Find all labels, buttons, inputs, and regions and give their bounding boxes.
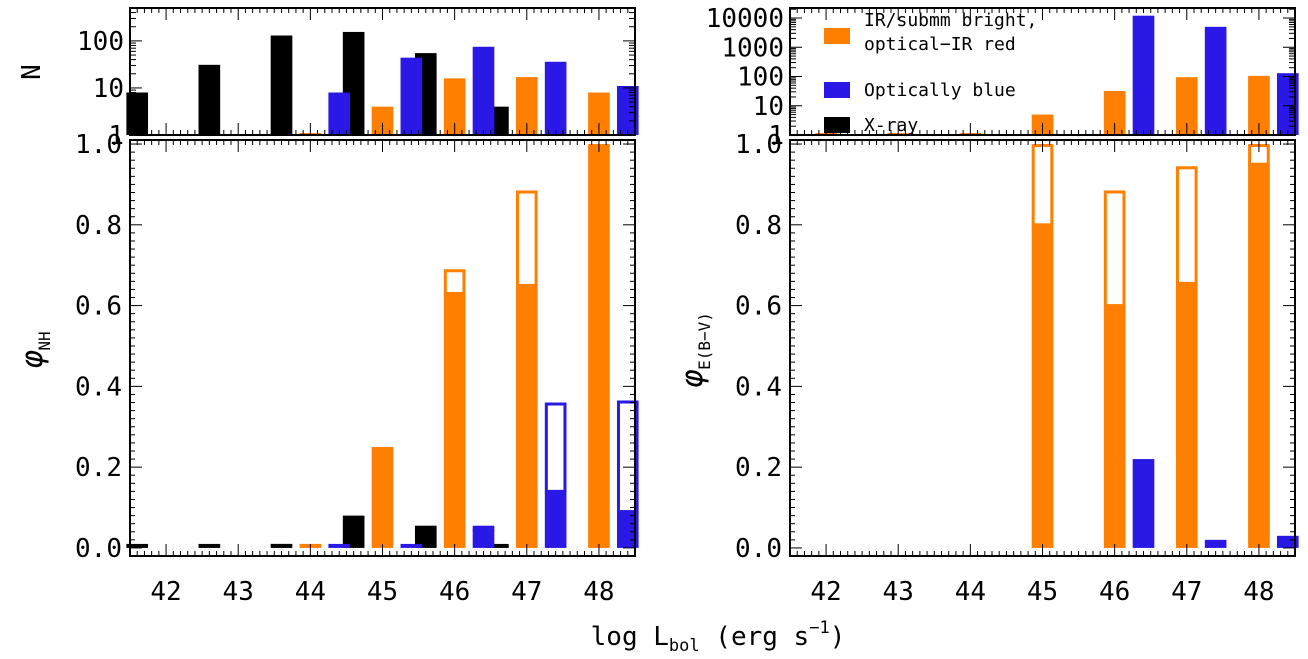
right-top-bar-blue bbox=[1204, 26, 1227, 135]
left-bottom-ytick-label: 0.6 bbox=[75, 292, 122, 322]
right-bottom-xtick-label: 42 bbox=[810, 577, 841, 607]
left-bottom-bar-blue bbox=[472, 529, 495, 548]
left-bottom-bar-black bbox=[487, 543, 509, 548]
legend-label-blue: Optically blue bbox=[864, 80, 1016, 101]
left-bottom-bar-blue bbox=[400, 543, 423, 548]
left-top-bar-blue bbox=[400, 57, 423, 135]
left-top-bar-orange bbox=[371, 106, 394, 135]
left-bottom-bar-black bbox=[414, 525, 437, 548]
right-top-ytick-label: 10000 bbox=[706, 4, 784, 34]
left-bottom-ytick-label: 0.8 bbox=[75, 211, 122, 241]
left-bottom-xtick-label: 48 bbox=[583, 577, 614, 607]
left-top-bar-blue bbox=[328, 92, 351, 135]
left-top-bar-orange bbox=[443, 78, 466, 135]
left-top-bar-black bbox=[126, 92, 149, 135]
left-bottom-xtick-label: 46 bbox=[439, 577, 470, 607]
left-top-ylabel: N bbox=[17, 64, 47, 80]
left-bottom-upper-limit-orange bbox=[443, 269, 466, 295]
right-bottom-bar-blue bbox=[1132, 459, 1155, 548]
right-top-ytick-label: 1 bbox=[768, 121, 784, 151]
right-bottom-xtick-label: 48 bbox=[1243, 577, 1274, 607]
left-bottom-bar-blue bbox=[544, 491, 567, 548]
left-bottom-ytick-label: 0.0 bbox=[75, 534, 122, 564]
legend-label-orange-line2: optical−IR red bbox=[864, 34, 1016, 55]
right-bottom-xtick-label: 46 bbox=[1099, 577, 1130, 607]
right-bottom-ytick-label: 0.2 bbox=[735, 453, 782, 483]
left-top-bar-blue bbox=[544, 61, 567, 135]
right-bottom-ytick-label: 1.0 bbox=[735, 130, 782, 160]
legend-label-orange: IR/submm bright, bbox=[864, 10, 1037, 31]
left-bottom-bar-black bbox=[342, 515, 365, 548]
left-top-ytick-label: 10 bbox=[93, 74, 124, 104]
left-bottom-bar-blue bbox=[616, 511, 639, 548]
right-top-bar-orange bbox=[1175, 77, 1198, 135]
left-bottom-xtick-label: 47 bbox=[511, 577, 542, 607]
right-bottom-upper-limit-orange bbox=[1103, 190, 1126, 308]
right-top-bar-orange bbox=[1248, 75, 1270, 135]
legend-label-black: X-ray bbox=[864, 115, 918, 136]
right-bottom-bar-orange bbox=[1248, 164, 1270, 548]
left-bottom-bar-black bbox=[270, 543, 293, 548]
left-bottom-upper-limit-blue bbox=[616, 400, 639, 514]
right-bottom-bar-orange bbox=[1103, 305, 1126, 548]
right-top-ytick-label: 100 bbox=[737, 63, 784, 93]
legend-swatch-orange bbox=[824, 28, 850, 44]
legend-swatch-black bbox=[824, 117, 850, 133]
left-bottom-xtick-label: 43 bbox=[223, 577, 254, 607]
right-bottom-bar-orange bbox=[1175, 283, 1198, 548]
left-top-bar-black bbox=[198, 64, 221, 135]
left-top-ytick-label: 1 bbox=[108, 121, 124, 151]
right-bottom-xtick-label: 47 bbox=[1171, 577, 1202, 607]
left-bottom-xtick-label: 44 bbox=[295, 577, 326, 607]
left-top-bar-black bbox=[270, 35, 293, 135]
left-bottom-xtick-label: 45 bbox=[367, 577, 398, 607]
left-bottom-xtick-label: 42 bbox=[150, 577, 181, 607]
right-bottom-ylabel: φE(B−V) bbox=[675, 312, 714, 388]
right-bottom-xtick-label: 44 bbox=[955, 577, 986, 607]
left-top-bar-blue bbox=[472, 46, 495, 136]
left-bottom-upper-limit-blue bbox=[544, 402, 567, 493]
left-bottom-bar-orange bbox=[371, 446, 394, 548]
left-bottom-upper-limit-blue bbox=[472, 525, 495, 532]
right-bottom-upper-limit-orange bbox=[1031, 144, 1054, 227]
right-top-bar-blue bbox=[1132, 15, 1155, 135]
left-bottom-ytick-label: 0.4 bbox=[75, 372, 122, 402]
left-bottom-ytick-label: 0.2 bbox=[75, 453, 122, 483]
right-bottom-ytick-label: 0.6 bbox=[735, 292, 782, 322]
left-top-bar-orange bbox=[515, 77, 538, 135]
right-top-ytick-label: 1000 bbox=[721, 33, 784, 63]
right-bottom-bar-orange bbox=[1031, 224, 1054, 548]
left-bottom-ylabel: φNH bbox=[15, 331, 54, 368]
right-top-ytick-label: 10 bbox=[753, 92, 784, 122]
left-top-bar-orange bbox=[588, 92, 610, 135]
right-bottom-bar-blue bbox=[1276, 535, 1299, 548]
right-bottom-xtick-label: 45 bbox=[1027, 577, 1058, 607]
right-bottom-bar-blue bbox=[1204, 539, 1227, 548]
left-bottom-ytick-label: 1.0 bbox=[75, 130, 122, 160]
right-bottom-ytick-label: 0.4 bbox=[735, 372, 782, 402]
left-bottom-bar-orange bbox=[443, 293, 466, 548]
left-bottom-bar-orange bbox=[515, 285, 538, 548]
left-bottom-bar-black bbox=[198, 543, 221, 548]
right-bottom-xtick-label: 43 bbox=[883, 577, 914, 607]
left-bottom-upper-limit-orange bbox=[515, 190, 538, 287]
x-axis-title: log Lbol (erg s−1) bbox=[591, 618, 846, 654]
left-top-ytick-label: 100 bbox=[77, 27, 124, 57]
legend-swatch-blue bbox=[824, 82, 850, 98]
left-bottom-bar-blue bbox=[328, 543, 351, 548]
right-bottom-ytick-label: 0.8 bbox=[735, 211, 782, 241]
left-bottom-bar-black bbox=[126, 543, 149, 548]
right-top-bar-orange bbox=[1103, 90, 1126, 135]
right-bottom-ytick-label: 0.0 bbox=[735, 534, 782, 564]
left-bottom-bar-orange bbox=[588, 144, 610, 548]
right-bottom-upper-limit-orange bbox=[1175, 166, 1198, 285]
